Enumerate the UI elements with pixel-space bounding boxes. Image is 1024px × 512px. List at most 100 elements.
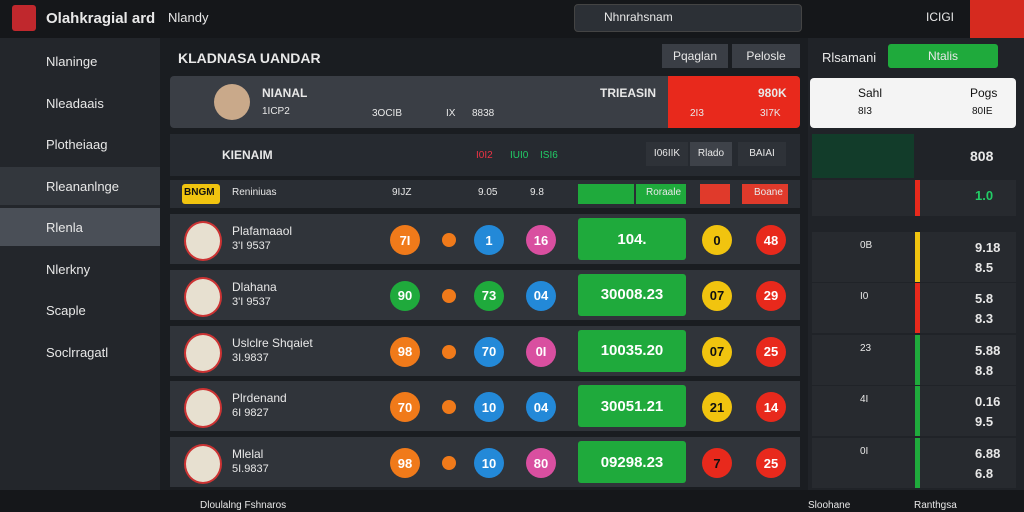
footer-text[interactable]: Sloohane bbox=[808, 500, 851, 511]
value-badge: 07 bbox=[702, 280, 732, 311]
red-box bbox=[700, 184, 730, 204]
team-code: 5I.9837 bbox=[232, 463, 269, 476]
value-badge: 98 bbox=[390, 448, 420, 479]
small-value: 4I bbox=[860, 394, 869, 405]
avatar-bg bbox=[970, 0, 1024, 38]
button[interactable]: Pelosle bbox=[732, 44, 800, 68]
icon-label: IUI0 bbox=[510, 150, 529, 161]
filter[interactable]: BAIAI bbox=[738, 142, 786, 166]
value-badge: 10 bbox=[474, 392, 504, 423]
right-row bbox=[812, 334, 1016, 385]
footer-text: Dloulalng Fshnaros bbox=[200, 500, 287, 511]
value-badge: 04 bbox=[526, 280, 556, 311]
nav-menu[interactable]: Nlandy bbox=[168, 10, 209, 25]
score: 30008.23 bbox=[578, 273, 686, 316]
subheader-cell: 9.8 bbox=[530, 187, 544, 198]
promo-title: TRIEASIN bbox=[600, 86, 657, 100]
right-value: 1.0 bbox=[975, 188, 994, 203]
search-text: Nhnrahsnam bbox=[604, 10, 673, 24]
promo-value: 980K bbox=[758, 86, 787, 100]
score: 09298.23 bbox=[578, 441, 686, 484]
value-badge: 04 bbox=[526, 392, 556, 423]
compare-card bbox=[810, 78, 1016, 128]
team-logo bbox=[184, 444, 222, 485]
promo-stat: 2I3 bbox=[690, 108, 704, 119]
row-accent bbox=[915, 180, 920, 216]
small-value: I0 bbox=[860, 291, 869, 302]
dot bbox=[442, 456, 456, 471]
tag bbox=[182, 184, 220, 204]
right-value: 5.88 bbox=[975, 342, 1001, 358]
value-badge: 0I bbox=[526, 336, 556, 367]
subheader-cell: BNGM bbox=[184, 187, 215, 198]
panel-title: Rlsamani bbox=[822, 50, 877, 65]
footer-text[interactable]: Ranthgsa bbox=[914, 500, 957, 511]
red-box bbox=[742, 184, 788, 204]
value-badge: 16 bbox=[526, 225, 556, 255]
small-value: 0I bbox=[860, 445, 869, 457]
value-badge: 07 bbox=[702, 336, 732, 367]
right-value: 8.3 bbox=[975, 311, 994, 326]
row-accent bbox=[915, 231, 920, 282]
value-badge: 21 bbox=[702, 392, 732, 423]
subheader-cell: Roraale bbox=[646, 187, 682, 198]
promo-card bbox=[668, 76, 800, 128]
sidebar-item[interactable]: Nlaninge bbox=[46, 54, 98, 69]
small-value: 23 bbox=[860, 342, 872, 354]
subheader-cell: Boane bbox=[754, 187, 783, 198]
search-box[interactable] bbox=[574, 4, 802, 32]
team-name: Mlelal bbox=[232, 447, 264, 462]
value-badge: 10 bbox=[474, 448, 504, 479]
subheader-cell: 9.05 bbox=[478, 187, 498, 198]
filter[interactable]: Rlado bbox=[690, 142, 732, 166]
value-badge: 1 bbox=[474, 225, 504, 255]
sidebar-item[interactable]: Soclrragatl bbox=[46, 344, 109, 360]
green-box bbox=[636, 184, 686, 204]
sidebar-active[interactable] bbox=[0, 166, 160, 205]
avatar bbox=[214, 84, 250, 120]
footer bbox=[0, 490, 1024, 512]
value-badge: 90 bbox=[390, 280, 420, 311]
right-value: 0.16 bbox=[975, 394, 1001, 409]
value-badge: 70 bbox=[474, 336, 504, 367]
team-name: Uslclre Shqaiet bbox=[232, 335, 313, 350]
right-row bbox=[812, 231, 1016, 282]
card-value: 8I3 bbox=[858, 106, 872, 117]
right-value: 8.8 bbox=[975, 362, 994, 378]
sidebar-item[interactable]: Scaple bbox=[46, 303, 86, 318]
team-name: Dlahana bbox=[232, 279, 277, 294]
team-name: Plrdenand bbox=[232, 391, 287, 406]
sidebar-item[interactable]: Nleadaais bbox=[46, 95, 104, 111]
dot bbox=[442, 233, 456, 247]
filter[interactable]: I06IIK bbox=[646, 142, 688, 166]
sidebar-active[interactable] bbox=[0, 208, 160, 246]
sidebar-item[interactable]: Plotheiaag bbox=[46, 137, 108, 152]
value-badge: 70 bbox=[390, 392, 420, 423]
icon-label: I0I2 bbox=[476, 150, 493, 161]
value-badge: 14 bbox=[756, 392, 786, 423]
button[interactable]: Pqaglan bbox=[662, 44, 728, 68]
row-accent bbox=[915, 437, 920, 488]
stat: 8838 bbox=[472, 108, 495, 119]
sidebar-item[interactable]: Rlenla bbox=[46, 220, 83, 235]
team-code: 3'I 9537 bbox=[232, 240, 271, 252]
right-row bbox=[812, 437, 1016, 488]
value-badge: 73 bbox=[474, 280, 504, 311]
stat: IX bbox=[446, 108, 456, 119]
player-name: NIANAL bbox=[262, 86, 308, 100]
card-name: Pogs bbox=[970, 86, 998, 100]
right-value: 9.5 bbox=[975, 414, 994, 429]
subheader-cell: 9IJZ bbox=[392, 187, 412, 198]
card-name: Sahl bbox=[858, 86, 883, 100]
value-badge: 25 bbox=[756, 448, 786, 479]
sidebar-item[interactable]: Nlerkny bbox=[46, 261, 91, 277]
team-logo bbox=[184, 388, 222, 429]
main-title: KLADNASA UANDAR bbox=[178, 50, 321, 66]
sidebar-item[interactable]: Rleananlnge bbox=[46, 178, 120, 194]
row-accent bbox=[915, 386, 920, 436]
right-value: 6.88 bbox=[975, 445, 1001, 461]
panel-button[interactable]: Ntalis bbox=[888, 44, 998, 68]
team-name: KIENAIM bbox=[222, 148, 273, 162]
header-value: 808 bbox=[970, 148, 994, 164]
score: 104. bbox=[578, 218, 686, 260]
